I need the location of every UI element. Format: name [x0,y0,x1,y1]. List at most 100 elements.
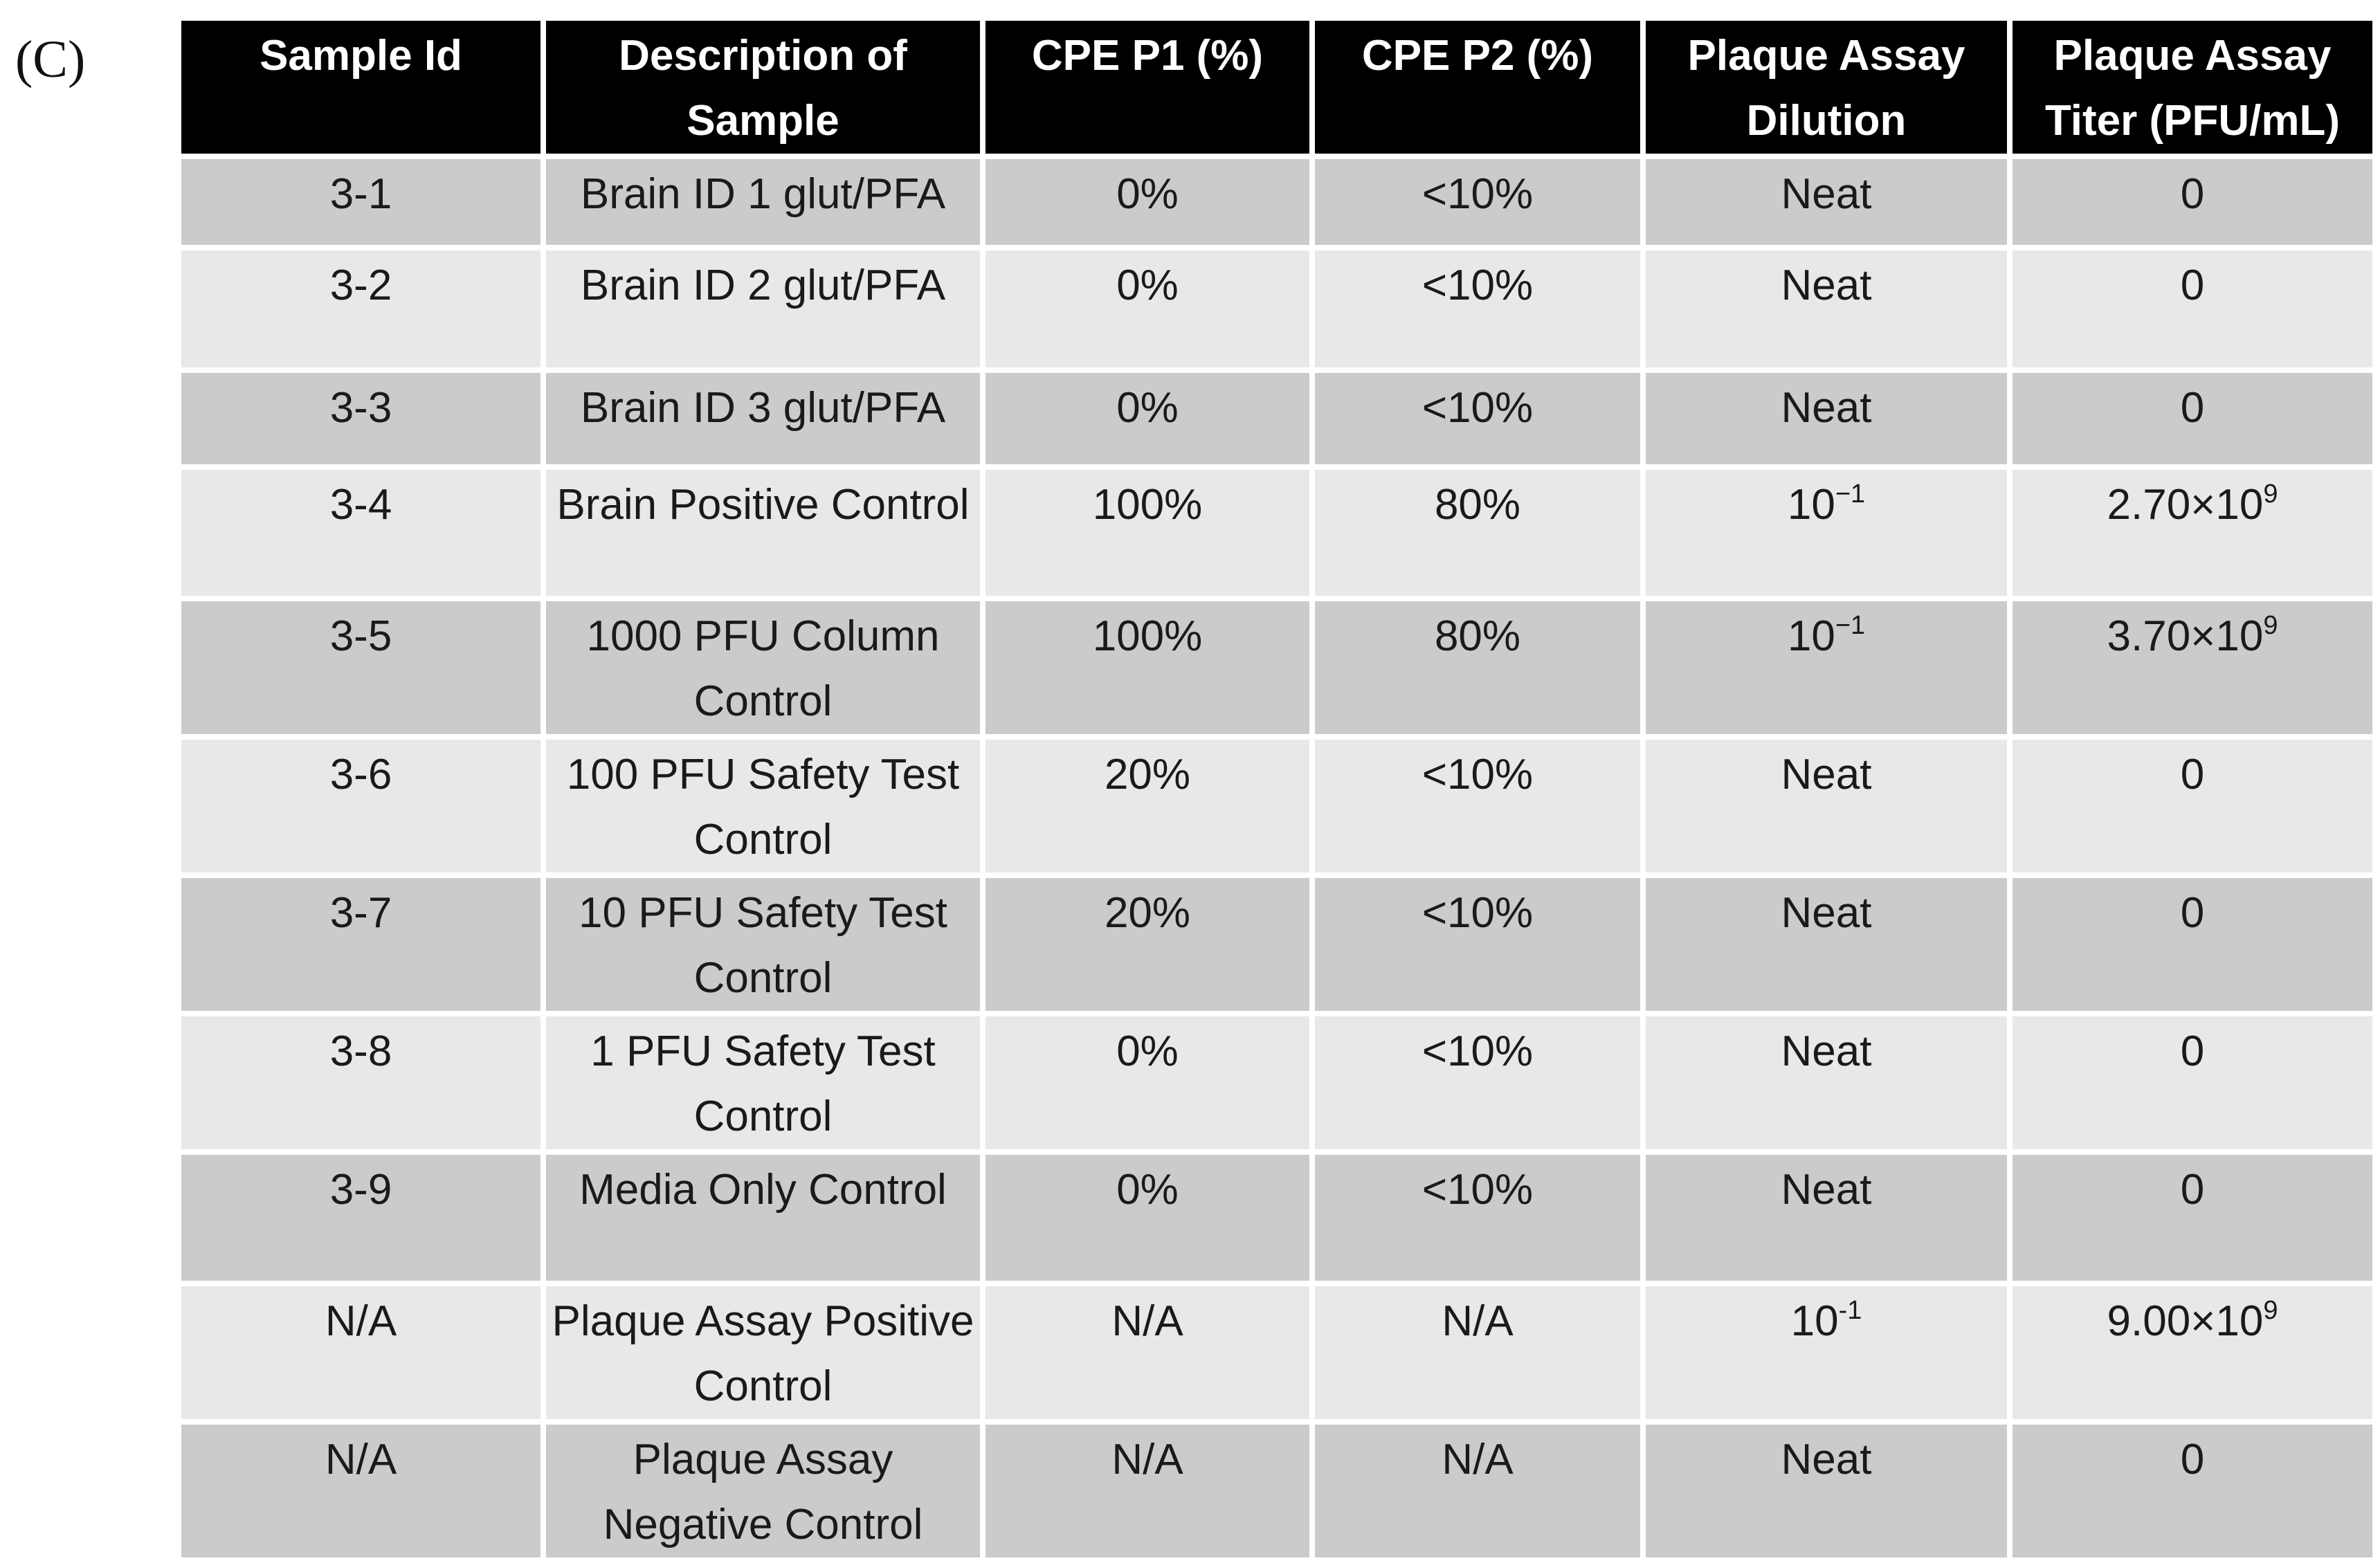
sample-id-cell: 3-4 [181,470,541,596]
description-cell: 10 PFU Safety Test Control [546,878,980,1011]
cpe-p2-cell: <10% [1315,1016,1640,1149]
cpe-p1-cell: 20% [985,740,1309,872]
sample-id-cell: 3-9 [181,1155,541,1281]
cpe-p1-cell: 100% [985,601,1309,734]
column-header-titer: Plaque Assay Titer (PFU/mL) [2013,21,2372,154]
dilution-cell: Neat [1646,1425,2007,1557]
cpe-p2-cell: <10% [1315,159,1640,245]
titer-value: 0 [2180,384,2205,432]
description-cell: 1 PFU Safety Test Control [546,1016,980,1149]
dilution-value: Neat [1781,889,1872,937]
dilution-cell: Neat [1646,250,2007,367]
dilution-value: Neat [1781,384,1872,432]
sample-id-cell: 3-5 [181,601,541,734]
dilution-value: Neat [1781,262,1872,309]
table-row: 3-9 Media Only Control 0% <10% Neat 0 [181,1155,2372,1281]
dilution-exponent: −1 [1835,479,1866,509]
dilution-value: 10 [1790,1297,1839,1345]
table-header-row: Sample Id Description of Sample CPE P1 (… [181,21,2372,154]
description-cell: 1000 PFU Column Control [546,601,980,734]
titer-exponent: 9 [2263,479,2278,509]
titer-cell: 0 [2013,159,2372,245]
cpe-p2-cell: 80% [1315,470,1640,596]
table-row: 3-3 Brain ID 3 glut/PFA 0% <10% Neat 0 [181,373,2372,464]
cpe-p1-cell: 0% [985,250,1309,367]
description-cell: Brain Positive Control [546,470,980,596]
dilution-cell: Neat [1646,878,2007,1011]
titer-cell: 0 [2013,740,2372,872]
titer-value: 9.00×10 [2107,1297,2264,1345]
titer-cell: 0 [2013,1425,2372,1557]
panel-label: (C) [15,30,86,89]
sample-id-cell: 3-7 [181,878,541,1011]
dilution-exponent: -1 [1838,1296,1862,1325]
description-cell: 100 PFU Safety Test Control [546,740,980,872]
description-cell: Brain ID 3 glut/PFA [546,373,980,464]
sample-id-cell: 3-8 [181,1016,541,1149]
dilution-cell: Neat [1646,740,2007,872]
sample-id-cell: 3-6 [181,740,541,872]
cpe-p1-cell: N/A [985,1286,1309,1419]
dilution-cell: Neat [1646,1016,2007,1149]
dilution-cell: Neat [1646,373,2007,464]
column-header-sample-id: Sample Id [181,21,541,154]
sample-id-cell: 3-3 [181,373,541,464]
titer-cell: 0 [2013,1155,2372,1281]
dilution-value: Neat [1781,170,1872,218]
cpe-p2-cell: N/A [1315,1425,1640,1557]
titer-cell: 3.70×109 [2013,601,2372,734]
table-row: 3-6 100 PFU Safety Test Control 20% <10% Nea… [181,740,2372,872]
titer-cell: 0 [2013,250,2372,367]
cpe-p1-cell: 20% [985,878,1309,1011]
titer-cell: 2.70×109 [2013,470,2372,596]
dilution-value: Neat [1781,1166,1872,1214]
description-cell: Brain ID 1 glut/PFA [546,159,980,245]
titer-exponent: 9 [2263,611,2278,640]
dilution-cell: Neat [1646,1155,2007,1281]
cpe-p2-cell: <10% [1315,1155,1640,1281]
sample-id-cell: 3-2 [181,250,541,367]
titer-value: 2.70×10 [2107,481,2264,529]
column-header-cpe-p1: CPE P1 (%) [985,21,1309,154]
dilution-cell: 10-1 [1646,1286,2007,1419]
results-table-container: Sample Id Description of Sample CPE P1 (… [181,21,2372,1557]
description-cell: Plaque Assay Positive Control [546,1286,980,1419]
dilution-exponent: −1 [1835,611,1866,640]
dilution-cell: 10−1 [1646,601,2007,734]
table-row: 3-2 Brain ID 2 glut/PFA 0% <10% Neat 0 [181,250,2372,367]
column-header-dilution: Plaque Assay Dilution [1646,21,2007,154]
titer-value: 0 [2180,889,2205,937]
table-row: 3-7 10 PFU Safety Test Control 20% <10% Neat… [181,878,2372,1011]
table-row: N/A Plaque Assay Positive Control N/A N/A 10… [181,1286,2372,1419]
titer-value: 0 [2180,751,2205,798]
titer-value: 0 [2180,1166,2205,1214]
table-row: N/A Plaque Assay Negative Control N/A N/A Ne… [181,1425,2372,1557]
titer-cell: 0 [2013,1016,2372,1149]
results-table: Sample Id Description of Sample CPE P1 (… [176,15,2378,1563]
titer-value: 0 [2180,262,2205,309]
titer-cell: 0 [2013,373,2372,464]
titer-value: 0 [2180,170,2205,218]
cpe-p2-cell: N/A [1315,1286,1640,1419]
titer-value: 0 [2180,1027,2205,1075]
table-row: 3-4 Brain Positive Control 100% 80% 10−1 2.70… [181,470,2372,596]
dilution-value: Neat [1781,751,1872,798]
sample-id-cell: N/A [181,1286,541,1419]
table-row: 3-5 1000 PFU Column Control 100% 80% 10−1 3.7… [181,601,2372,734]
cpe-p1-cell: 0% [985,1016,1309,1149]
column-header-description: Description of Sample [546,21,980,154]
sample-id-cell: N/A [181,1425,541,1557]
table-body: 3-1 Brain ID 1 glut/PFA 0% <10% Neat 0 3-2 Brai… [181,159,2372,1557]
sample-id-cell: 3-1 [181,159,541,245]
cpe-p2-cell: <10% [1315,250,1640,367]
description-cell: Brain ID 2 glut/PFA [546,250,980,367]
cpe-p1-cell: 100% [985,470,1309,596]
description-cell: Plaque Assay Negative Control [546,1425,980,1557]
titer-value: 0 [2180,1436,2205,1483]
cpe-p1-cell: 0% [985,1155,1309,1281]
titer-cell: 0 [2013,878,2372,1011]
cpe-p1-cell: N/A [985,1425,1309,1557]
cpe-p2-cell: 80% [1315,601,1640,734]
column-header-cpe-p2: CPE P2 (%) [1315,21,1640,154]
cpe-p1-cell: 0% [985,159,1309,245]
